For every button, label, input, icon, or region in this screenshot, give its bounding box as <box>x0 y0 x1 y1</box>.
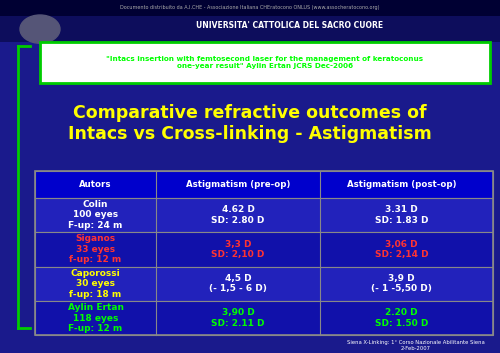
Text: 3,90 D
SD: 2.11 D: 3,90 D SD: 2.11 D <box>212 309 265 328</box>
FancyBboxPatch shape <box>35 171 492 198</box>
Text: Siena X-Linking: 1° Corso Nazionale Abilitante Siena
2-Feb-2007: Siena X-Linking: 1° Corso Nazionale Abil… <box>347 340 485 351</box>
FancyBboxPatch shape <box>0 0 500 16</box>
Text: Caporossi
30 eyes
f-up: 18 m: Caporossi 30 eyes f-up: 18 m <box>70 269 122 299</box>
Text: Astigmatism (post-op): Astigmatism (post-op) <box>347 180 457 189</box>
FancyBboxPatch shape <box>35 198 492 232</box>
Text: UNIVERSITA' CATTOLICA DEL SACRO CUORE: UNIVERSITA' CATTOLICA DEL SACRO CUORE <box>196 21 384 30</box>
Text: Autors: Autors <box>80 180 112 189</box>
Text: 3,3 D
SD: 2,10 D: 3,3 D SD: 2,10 D <box>212 240 265 259</box>
FancyBboxPatch shape <box>35 232 492 267</box>
Text: 3,9 D
(- 1 -5,50 D): 3,9 D (- 1 -5,50 D) <box>371 274 432 293</box>
Text: "Intacs insertion with femtosecond laser for the management of keratoconus
one-y: "Intacs insertion with femtosecond laser… <box>106 56 424 69</box>
Text: Aylin Ertan
118 eyes
F-up: 12 m: Aylin Ertan 118 eyes F-up: 12 m <box>68 303 124 333</box>
Text: 4,5 D
(- 1,5 - 6 D): 4,5 D (- 1,5 - 6 D) <box>209 274 267 293</box>
FancyBboxPatch shape <box>35 267 492 301</box>
FancyBboxPatch shape <box>0 16 500 42</box>
Text: Documento distribuito da A.I.CHE - Associazione Italiana CHEratocono ONLUS (www.: Documento distribuito da A.I.CHE - Assoc… <box>120 5 380 11</box>
Text: Comparative refractive outcomes of
Intacs vs Cross-linking - Astigmatism: Comparative refractive outcomes of Intac… <box>68 104 432 143</box>
Text: Astigmatism (pre-op): Astigmatism (pre-op) <box>186 180 290 189</box>
Text: 3.31 D
SD: 1.83 D: 3.31 D SD: 1.83 D <box>375 205 428 225</box>
FancyBboxPatch shape <box>35 301 492 335</box>
Circle shape <box>20 15 60 43</box>
Text: Siganos
33 eyes
f-up: 12 m: Siganos 33 eyes f-up: 12 m <box>70 234 122 264</box>
Text: 2.20 D
SD: 1.50 D: 2.20 D SD: 1.50 D <box>375 309 428 328</box>
Text: Colin
100 eyes
F-up: 24 m: Colin 100 eyes F-up: 24 m <box>68 200 123 230</box>
FancyBboxPatch shape <box>40 42 490 83</box>
Text: 4.62 D
SD: 2.80 D: 4.62 D SD: 2.80 D <box>212 205 265 225</box>
Text: 3,06 D
SD: 2,14 D: 3,06 D SD: 2,14 D <box>375 240 428 259</box>
